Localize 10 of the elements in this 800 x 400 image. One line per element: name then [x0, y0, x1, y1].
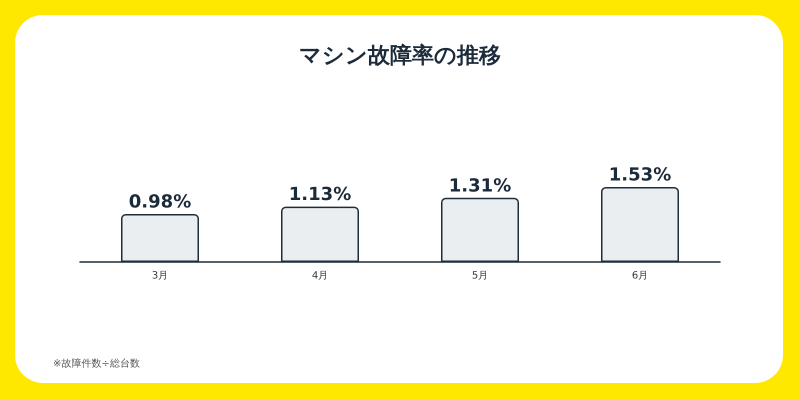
data-label: 1.13%: [288, 184, 352, 206]
data-label: 1.53%: [608, 164, 672, 186]
x-tick-label: 4月: [312, 270, 328, 282]
text: ※故障件数÷総台数: [53, 358, 140, 370]
x-tick-label: 5月: [472, 270, 488, 282]
x-tick-label: 6月: [632, 270, 648, 282]
data-label: 0.98%: [128, 191, 192, 212]
x-tick-label: 3月: [152, 270, 168, 282]
data-label: 1.31%: [448, 175, 512, 196]
chart-title: マシン故障率の推移: [299, 42, 501, 68]
